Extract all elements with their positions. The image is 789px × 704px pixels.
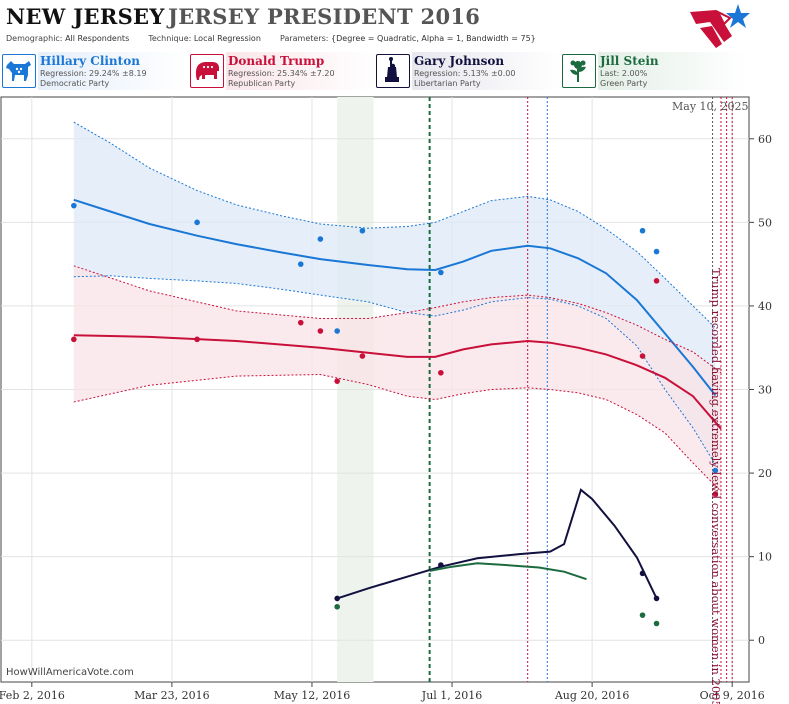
chart-title-state: NEW JERSEY (6, 4, 165, 29)
flower-icon (562, 54, 596, 88)
parameters-line: Demographic: All Respondents Technique: … (6, 34, 536, 43)
poll-point (639, 353, 646, 359)
poll-point (438, 269, 444, 276)
site-logo-icon (690, 4, 750, 48)
legend-name: Donald Trump (228, 54, 325, 68)
y-tick-label: 40 (758, 300, 772, 313)
poll-point (359, 353, 366, 359)
poll-point (71, 336, 77, 343)
poll-point (639, 570, 646, 577)
demographic-label: Demographic: (6, 34, 63, 43)
poll-point (639, 612, 646, 618)
x-tick-label: Oct 9, 2016 (700, 689, 765, 702)
poll-point (194, 336, 200, 343)
legend-party: Green Party (600, 79, 648, 88)
parameters-label: Parameters: (280, 34, 329, 43)
as-of-date: May 10, 2025 (672, 100, 749, 113)
lower-bound-line (73, 373, 722, 492)
poll-point (639, 227, 646, 234)
chart-title-race: JERSEY PRESIDENT 2016 (168, 4, 481, 29)
poll-point (297, 319, 304, 326)
parameters-value: {Degree = Quadratic, Alpha = 1, Bandwidt… (331, 34, 536, 43)
trend-line (336, 488, 658, 600)
poll-chart: 0 10 20 30 40 50 60 Feb 2, 2016 Mar 23, 2016 May … (0, 96, 772, 704)
y-tick-label: 60 (758, 133, 772, 146)
poll-point (334, 603, 340, 610)
x-tick-label: May 12, 2016 (274, 689, 351, 702)
poll-point (194, 219, 200, 226)
y-tick-label: 10 (758, 551, 772, 564)
y-tick-label: 0 (758, 634, 765, 647)
legend-stat: Regression: 25.34% ±7.20 (228, 69, 335, 78)
y-tick-label: 50 (758, 216, 772, 229)
x-tick-label: Feb 2, 2016 (0, 689, 65, 702)
legend: Hillary Clinton Regression: 29.24% ±8.19… (0, 52, 789, 94)
upper-bound-line (73, 121, 716, 329)
liberty-statue-icon (376, 54, 410, 88)
poll-point (317, 328, 324, 334)
technique-value: Local Regression (193, 34, 261, 43)
poll-point (712, 467, 719, 474)
trend-line (73, 198, 717, 397)
legend-name: Jill Stein (600, 54, 659, 68)
legend-name: Gary Johnson (414, 54, 505, 68)
poll-point (71, 202, 77, 209)
poll-point (712, 491, 719, 497)
elephant-icon (190, 54, 224, 88)
legend-item-trump: Donald Trump Regression: 25.34% ±7.20 Re… (190, 52, 376, 92)
legend-item-clinton: Hillary Clinton Regression: 29.24% ±8.19… (2, 52, 188, 92)
poll-point (317, 236, 324, 242)
donkey-icon (2, 54, 36, 88)
legend-stat: Regression: 5.13% ±0.00 (414, 69, 516, 78)
upper-bound-line (73, 265, 722, 374)
poll-point (334, 328, 340, 334)
trend-line (429, 562, 587, 581)
poll-point (653, 278, 660, 284)
x-tick-label: Jul 1, 2016 (421, 689, 483, 702)
header: NEW JERSEY JERSEY PRESIDENT 2016 Demogra… (0, 0, 789, 48)
legend-item-stein: Jill Stein Last: 2.00% Green Party (562, 52, 748, 92)
poll-point (653, 620, 660, 627)
legend-party: Libertarian Party (414, 79, 481, 88)
poll-point (297, 261, 304, 267)
technique-label: Technique: (148, 34, 192, 43)
trend-line (73, 334, 722, 430)
poll-point (653, 248, 660, 255)
x-tick-label: Aug 20, 2016 (554, 689, 630, 702)
poll-point (359, 227, 366, 234)
legend-stat: Regression: 29.24% ±8.19 (40, 69, 147, 78)
confidence-band (73, 265, 722, 492)
poll-point (438, 369, 444, 376)
poll-point (334, 595, 340, 602)
legend-stat: Last: 2.00% (600, 69, 648, 78)
legend-item-johnson: Gary Johnson Regression: 5.13% ±0.00 Lib… (376, 52, 562, 92)
demographic-value: All Respondents (65, 34, 130, 43)
watermark: HowWillAmericaVote.com (6, 667, 134, 678)
poll-point (334, 378, 340, 384)
y-tick-label: 20 (758, 467, 772, 480)
poll-point (438, 562, 444, 568)
legend-party: Democratic Party (40, 79, 110, 88)
poll-point (653, 595, 660, 602)
y-tick-label: 30 (758, 384, 772, 397)
legend-name: Hillary Clinton (40, 54, 140, 68)
event-annotation: Trump recorded having extremely lewd con… (709, 268, 723, 704)
x-tick-label: Mar 23, 2016 (134, 689, 210, 702)
legend-party: Republican Party (228, 79, 296, 88)
confidence-band (73, 122, 716, 465)
